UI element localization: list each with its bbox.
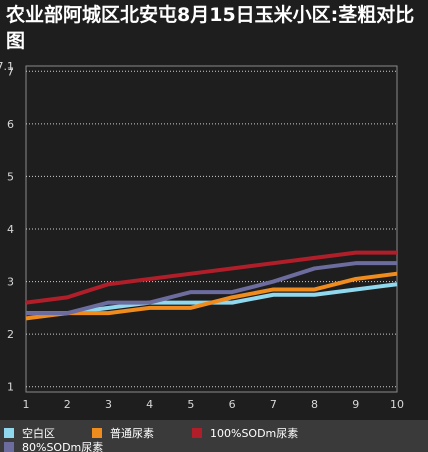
- y-tick-label: 7: [7, 65, 14, 78]
- x-tick-label: 6: [229, 398, 236, 411]
- x-tick-label: 8: [311, 398, 318, 411]
- series-line: [26, 261, 397, 316]
- x-tick-label: 2: [64, 398, 71, 411]
- legend-item-blank: 空白区: [4, 426, 55, 440]
- legend-item-urea: 普通尿素: [92, 426, 154, 440]
- y-tick-label: 1: [7, 381, 14, 394]
- x-tick-label: 4: [146, 398, 153, 411]
- legend: 空白区 普通尿素 100%SODm尿素 80%SODm尿素: [0, 420, 428, 452]
- y-tick-label: 7.1: [0, 60, 14, 73]
- series-lines: [25, 250, 398, 321]
- legend-swatch: [4, 442, 14, 452]
- legend-swatch: [4, 428, 14, 438]
- legend-label: 普通尿素: [110, 427, 154, 440]
- legend-label: 100%SODm尿素: [210, 427, 299, 440]
- y-tick-label: 6: [7, 118, 14, 131]
- grid: [25, 65, 398, 393]
- x-tick-label: 3: [105, 398, 112, 411]
- series-line: [25, 250, 397, 305]
- legend-swatch: [92, 428, 102, 438]
- legend-label: 空白区: [22, 427, 55, 440]
- y-tick-label: 5: [7, 170, 14, 183]
- x-tick-label: 10: [390, 398, 404, 411]
- chart-title: 农业部阿城区北安屯8月15日玉米小区:茎粗对比图: [6, 4, 415, 52]
- y-tick-label: 4: [7, 223, 14, 236]
- x-tick-label: 7: [270, 398, 277, 411]
- x-tick-label: 1: [23, 398, 30, 411]
- series-line: [25, 271, 398, 321]
- legend-item-sodm-80: 80%SODm尿素: [4, 440, 103, 452]
- y-tick-label: 3: [7, 276, 14, 289]
- x-tick-label: 5: [187, 398, 194, 411]
- legend-swatch: [192, 428, 202, 438]
- legend-label: 80%SODm尿素: [22, 441, 104, 452]
- y-tick-label: 2: [7, 328, 14, 341]
- x-tick-label: 9: [352, 398, 359, 411]
- legend-item-sodm-100: 100%SODm尿素: [192, 426, 298, 440]
